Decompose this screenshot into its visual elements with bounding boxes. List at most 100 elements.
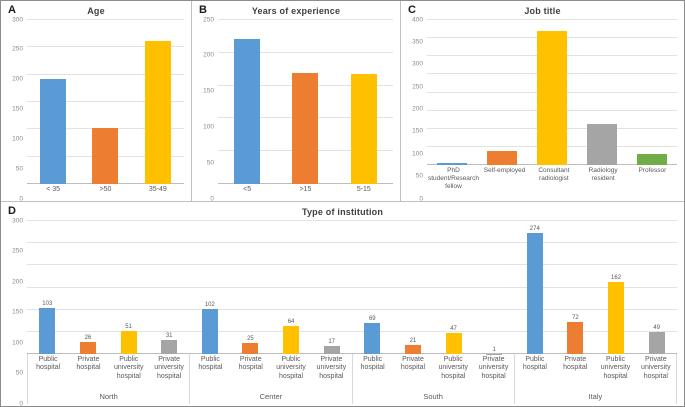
bar[interactable] <box>234 39 261 184</box>
bar[interactable]: 103 <box>39 301 56 354</box>
x-axis-group-labels: North Center South Italy <box>27 390 677 404</box>
y-axis: 0 50 100 150 200 250 300 <box>3 217 27 406</box>
bar[interactable] <box>92 127 119 184</box>
bar-slot <box>218 20 276 184</box>
bar[interactable]: 21 <box>404 338 421 354</box>
bar-slot <box>79 20 131 184</box>
bar-value-label: 26 <box>84 335 92 342</box>
bar[interactable] <box>40 78 67 184</box>
bar[interactable]: 31 <box>161 333 178 354</box>
bar-slot <box>477 20 527 165</box>
bar[interactable] <box>292 73 319 184</box>
y-axis-tick-label: 50 <box>15 369 23 377</box>
bar[interactable]: 69 <box>364 316 381 354</box>
bar-slot: 21 <box>393 221 434 354</box>
panel-institution: D Type of institution 0 50 100 150 200 250 300… <box>1 202 684 406</box>
bar-value-label: 17 <box>328 339 336 346</box>
bar[interactable]: 102 <box>201 302 218 354</box>
bar-slots <box>218 20 393 184</box>
x-axis-category-labels: <5 >15 5-15 <box>218 184 393 199</box>
x-axis-tick-label: Private university hospital <box>316 356 347 380</box>
bar-value-label: 1 <box>492 346 496 353</box>
bar-slot: 49 <box>636 221 677 354</box>
bar-slot: 26 <box>68 221 109 354</box>
y-axis-tick-label: 100 <box>203 123 214 131</box>
bar[interactable]: 26 <box>79 335 96 354</box>
y-axis-tick-label: 150 <box>203 87 214 95</box>
x-axis-tick-label: Private hospital <box>563 356 588 372</box>
bar[interactable]: 64 <box>283 319 300 354</box>
bar[interactable]: 47 <box>445 326 462 354</box>
x-axis-tick-label: <5 <box>243 186 252 193</box>
y-axis-tick-label: 250 <box>412 82 423 90</box>
bar[interactable] <box>144 41 171 184</box>
panel-age: A Age 0 50 100 150 200 250 300 < 35 >50 35-49 <box>1 1 192 201</box>
plot-area <box>27 19 184 184</box>
bar-group <box>427 20 677 165</box>
bar-slot: 47 <box>433 221 474 354</box>
x-axis-tick-label: Consultant radiologist <box>538 167 570 182</box>
bar[interactable] <box>637 154 667 165</box>
y-axis-tick-label: 200 <box>412 105 423 113</box>
category-label-group: PhD student/Research fellow Self-employed… <box>427 165 677 199</box>
x-axis-tick-label: PhD student/Research fellow <box>428 167 479 190</box>
x-axis-tick-label: Radiology resident <box>588 167 618 182</box>
bar-group: 103 26 51 31 <box>27 221 190 354</box>
y-axis-tick-label: 350 <box>412 38 423 46</box>
institution-chart-title: Type of institution <box>301 207 384 217</box>
experience-bar-chart: 0 50 100 150 200 250 <5 >15 5-15 <box>192 16 400 202</box>
bar-slot: 103 <box>27 221 68 354</box>
y-axis-tick-label: 400 <box>412 15 423 23</box>
x-axis-tick-label: 35-49 <box>148 186 167 193</box>
bar[interactable]: 49 <box>648 325 665 354</box>
bar-slot: 25 <box>230 221 271 354</box>
bar-group <box>27 20 184 184</box>
bar[interactable]: 17 <box>323 339 340 354</box>
bar-slot: 17 <box>311 221 352 354</box>
x-axis-tick-label: >50 <box>99 186 112 193</box>
bar[interactable]: 274 <box>526 226 543 354</box>
experience-chart-title: Years of experience <box>251 6 341 16</box>
gridline <box>27 286 677 288</box>
gridline <box>27 242 677 244</box>
panel-letter-b: B <box>199 4 207 16</box>
group-name-label: Center <box>190 390 353 404</box>
y-axis-tick-label: 250 <box>12 247 23 255</box>
x-axis-category-labels: < 35 >50 35-49 <box>27 184 184 199</box>
x-axis-tick-label: Self-employed <box>483 167 526 174</box>
bar-value-label: 21 <box>409 337 417 344</box>
y-axis-tick-label: 0 <box>210 194 214 202</box>
bar[interactable]: 72 <box>567 315 584 354</box>
bar-slot: 162 <box>596 221 637 354</box>
bar-group: 102 25 64 17 <box>190 221 353 354</box>
bar[interactable] <box>437 163 467 165</box>
gridline <box>27 220 677 221</box>
panel-experience: B Years of experience 0 50 100 150 200 250 <5 >… <box>192 1 401 201</box>
x-axis-tick-label: 5-15 <box>356 186 371 193</box>
bar-slot <box>527 20 577 165</box>
bar[interactable] <box>487 151 517 165</box>
y-axis: 0 50 100 150 200 250 300 350 400 <box>403 15 427 201</box>
group-name-label: North <box>27 390 191 404</box>
x-axis-tick-label: Public university hospital <box>276 356 306 380</box>
bar-slots: 103 26 51 31 102 25 64 17 69 21 47 1 274 72 162 49 <box>27 221 677 354</box>
gridline <box>27 101 184 102</box>
gridline <box>27 19 184 20</box>
bar[interactable]: 25 <box>242 336 259 354</box>
bar[interactable] <box>537 30 567 165</box>
gridline <box>218 19 393 20</box>
panel-letter-d: D <box>8 205 16 217</box>
gridline <box>27 308 677 310</box>
bar[interactable]: 51 <box>120 324 137 354</box>
gridline <box>27 264 677 266</box>
age-chart-title: Age <box>87 6 105 16</box>
panel-job-title: C Job title 0 50 100 150 200 250 300 350 400 PhD … <box>401 1 684 201</box>
x-axis-category-labels: PhD student/Research fellow Self-employed… <box>427 165 677 199</box>
bar-value-label: 49 <box>653 325 661 332</box>
y-axis-tick-label: 50 <box>15 164 23 172</box>
bar[interactable]: 162 <box>608 275 625 354</box>
plot-area: 103 26 51 31 102 25 64 17 69 21 47 1 274 72 162 49 <box>27 220 677 354</box>
bar[interactable] <box>587 123 617 165</box>
bar[interactable] <box>350 74 377 184</box>
x-axis-category-labels: Public hospital Private hospital Public un… <box>27 354 677 390</box>
